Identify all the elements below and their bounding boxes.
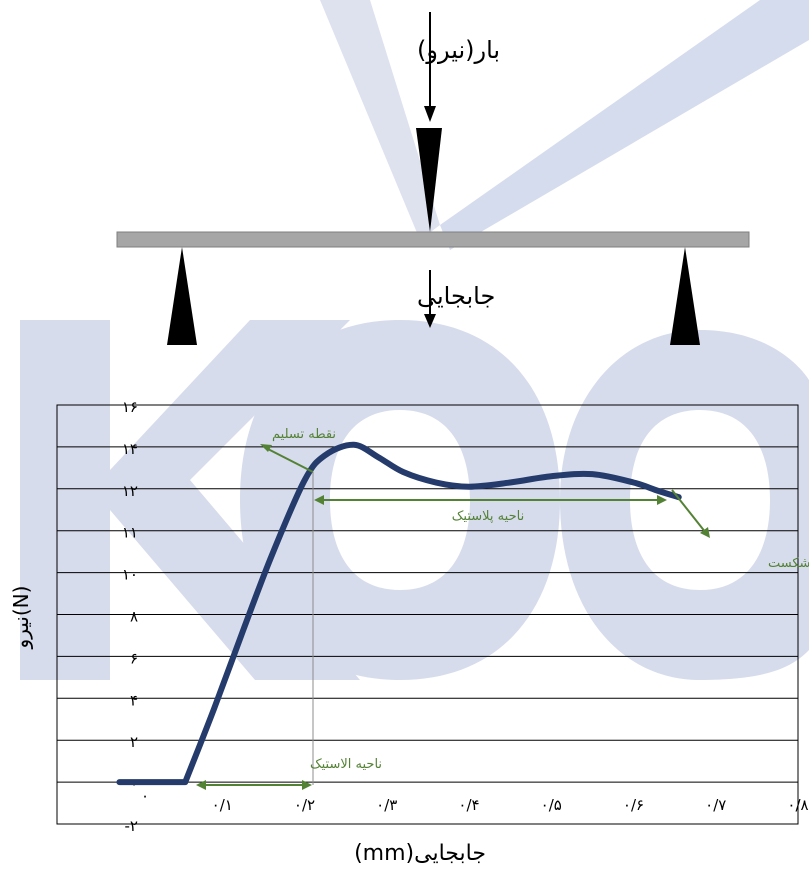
left-support [167,247,197,345]
plastic-region-left-arrowhead [314,495,324,505]
load-label: بار(نیرو) [417,36,500,64]
y-tick-label: ۶ [130,649,138,667]
beam [116,231,750,248]
x-tick-label: ۰/۱ [212,796,233,814]
force-displacement-chart: -۲۰ ۲ ۴ ۶ ۸ ۱۰ ۱۱ ۱۲ ۱۴ ۱۶ ۰ ۰/۱ ۰/۲ ۰/۳ ۰/۴ ۰/۵ ۰/۶ ۰/۷… [9,398,809,866]
y-tick-label: -۲ [125,817,138,835]
force-displacement-curve [116,441,682,786]
x-tick-labels: ۰ ۰/۱ ۰/۲ ۰/۳ ۰/۴ ۰/۵ ۰/۶ ۰/۷ ۰/۸ [141,787,809,814]
yield-point-label: نقطه تسلیم [272,427,336,442]
y-tick-label: ۱۴ [122,440,138,458]
x-tick-label: ۰/۴ [458,796,479,814]
y-tick-label: ۱۰ [122,566,138,584]
load-arrowhead [424,106,436,122]
x-tick-label: ۰/۲ [294,796,315,814]
elastic-region-right-arrowhead [302,780,312,790]
y-tick-label: ۱۶ [122,398,138,416]
x-tick-label: ۰/۳ [376,796,397,814]
yield-pointer [263,446,314,473]
y-tick-label: ۴ [130,691,138,709]
fracture-pointer [671,489,707,534]
x-tick-label: ۰/۷ [705,796,726,814]
elastic-region-left-arrowhead [196,780,206,790]
plastic-region-label: ناحیه پلاستیک [452,509,524,524]
x-tick-label: ۰ [141,787,149,805]
x-tick-label: ۰/۶ [623,796,644,814]
fracture-pointer-arrowhead [700,527,710,538]
y-tick-label: ۱۲ [122,482,138,500]
y-tick-label: ۱۱ [122,524,138,542]
fracture-point-label: نقطه شکست [768,556,809,571]
y-tick-label: ۸ [130,608,138,626]
y-tick-label: ۲ [130,733,138,751]
watermark-logo [20,0,809,680]
plastic-region-right-arrowhead [657,495,667,505]
right-support [670,247,700,345]
x-tick-label: ۰/۸ [787,796,808,814]
beam-diagram: بار(نیرو) جابجایی [116,12,750,345]
load-wedge [416,128,442,232]
displacement-label: جابجایی [417,282,495,310]
displacement-arrowhead [424,314,436,328]
x-tick-label: ۰/۵ [541,796,562,814]
elastic-region-label: ناحیه الاستیک [310,757,382,772]
yield-pointer-arrowhead [260,444,272,452]
y-axis-title: نیرو(N) [9,586,33,650]
x-axis-title: جابجایی(mm) [354,841,486,866]
